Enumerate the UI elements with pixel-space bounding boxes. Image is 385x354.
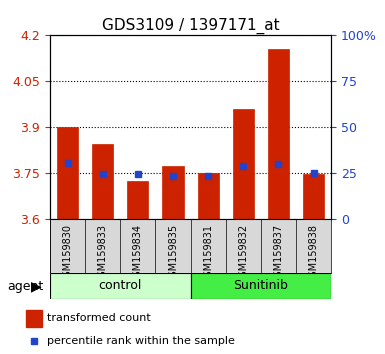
Bar [198,173,219,219]
Text: GSM159831: GSM159831 [203,224,213,283]
Text: GSM159834: GSM159834 [133,224,143,283]
Text: GSM159837: GSM159837 [273,224,283,283]
Text: GSM159833: GSM159833 [98,224,108,283]
Text: control: control [99,279,142,292]
Text: GSM159832: GSM159832 [238,224,248,283]
Text: agent: agent [8,280,44,292]
Title: GDS3109 / 1397171_at: GDS3109 / 1397171_at [102,18,280,34]
Bar [127,181,148,219]
Bar [50,273,191,299]
Bar [57,127,78,219]
Text: percentile rank within the sample: percentile rank within the sample [47,336,235,346]
Text: Sunitinib: Sunitinib [233,279,288,292]
Bar [191,273,331,299]
Bar [268,49,289,219]
Bar [303,174,324,219]
Bar [162,166,184,219]
Bar [92,144,113,219]
Text: GSM159830: GSM159830 [63,224,73,283]
Bar [26,310,42,326]
Text: transformed count: transformed count [47,313,151,323]
Text: GSM159835: GSM159835 [168,224,178,283]
Bar [233,109,254,219]
Text: ▶: ▶ [31,279,42,293]
Text: GSM159838: GSM159838 [308,224,318,283]
